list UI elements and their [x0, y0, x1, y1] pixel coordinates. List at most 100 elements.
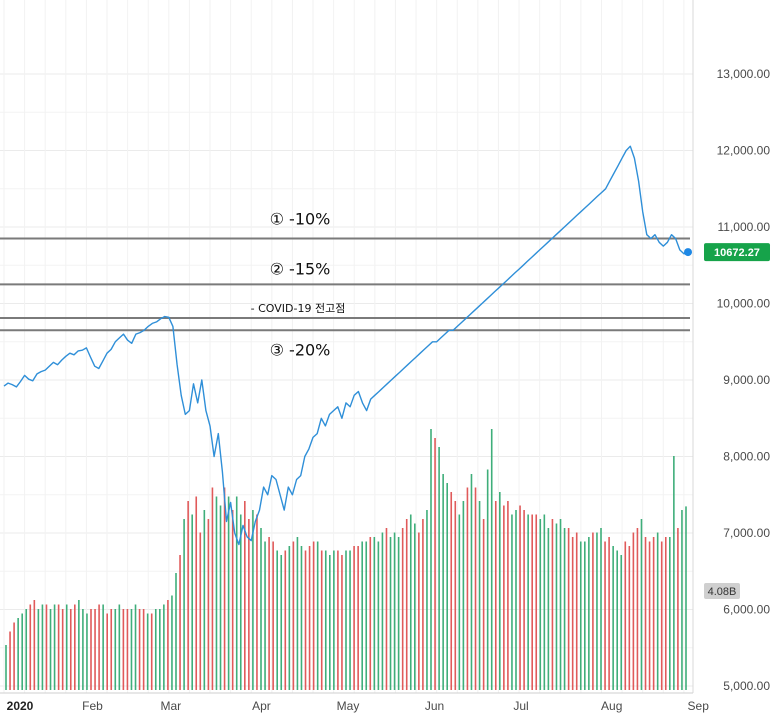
volume-bar	[579, 541, 582, 690]
volume-bar	[515, 510, 517, 690]
volume-bar	[624, 541, 627, 690]
volume-bar	[612, 546, 614, 690]
volume-bar	[345, 550, 347, 690]
volume-bar	[600, 528, 602, 690]
volume-bar	[446, 483, 448, 690]
volume-bar	[462, 501, 465, 690]
volume-bar	[86, 613, 88, 690]
volume-bar	[442, 474, 444, 690]
volume-bar	[69, 609, 72, 690]
volume-bar	[341, 555, 343, 690]
last-price-badge-label: 10672.27	[714, 247, 760, 259]
volume-bar	[608, 537, 610, 690]
volume-bar	[288, 546, 291, 690]
volume-bar	[142, 609, 145, 690]
volume-bar	[588, 537, 590, 690]
volume-bar	[312, 541, 315, 690]
volume-bar	[401, 528, 404, 690]
volume-bar	[122, 609, 125, 690]
volume-bar	[531, 514, 533, 690]
volume-bar	[357, 546, 359, 690]
volume-bar	[223, 487, 226, 690]
volume-bar	[592, 532, 594, 690]
volume-badge	[704, 583, 740, 599]
volume-bar	[41, 604, 44, 690]
volume-bar	[539, 519, 542, 690]
volume-bar	[65, 604, 68, 690]
volume-bar	[426, 510, 428, 690]
annotation-label: ① -10%	[270, 209, 331, 228]
volume-bar	[620, 555, 623, 690]
volume-bar	[33, 600, 36, 690]
volume-bar	[361, 541, 363, 690]
y-tick-label: 6,000.00	[723, 603, 770, 617]
volume-bar	[114, 609, 117, 690]
volume-bar	[235, 496, 238, 690]
volume-bar	[507, 501, 509, 690]
volume-bar	[199, 532, 202, 690]
volume-bar	[159, 609, 161, 690]
volume-bar	[207, 519, 210, 690]
volume-bar	[9, 631, 11, 690]
volume-bar	[183, 519, 185, 690]
x-tick-label: Feb	[82, 699, 103, 713]
volume-bar	[503, 505, 505, 690]
x-tick-label: 2020	[7, 699, 34, 713]
volume-bar	[450, 492, 453, 690]
volume-bar	[381, 532, 384, 690]
volume-bar	[418, 532, 420, 690]
annotation-lines: ① -10% ② -15% - COVID-19 전고점 ③ -20%	[0, 209, 690, 359]
last-price-dot	[684, 248, 692, 257]
volume-bar	[389, 537, 392, 690]
volume-bar	[49, 609, 52, 690]
volume-bar	[215, 496, 218, 690]
x-tick-label: May	[337, 699, 360, 713]
volume-bar	[660, 541, 663, 690]
volume-bar	[337, 550, 339, 690]
volume-bar	[555, 523, 558, 690]
volume-bar	[284, 550, 287, 690]
volume-bar	[393, 532, 396, 690]
price-axis: 5,000.00 6,000.00 7,000.00 8,000.00 9,000.00…	[717, 67, 771, 693]
volume-badge-label: 4.08B	[708, 586, 737, 598]
volume-bar	[320, 550, 323, 690]
volume-bar	[535, 514, 538, 690]
volume-bar	[187, 501, 189, 690]
volume-bar	[681, 510, 683, 690]
volume-bar	[304, 550, 307, 690]
volume-bar	[519, 505, 521, 690]
volume-bar	[458, 514, 461, 690]
volume-bar	[523, 510, 525, 690]
volume-bar	[252, 510, 254, 690]
volume-bar	[636, 528, 639, 690]
volume-bar	[324, 550, 327, 690]
volume-bar	[244, 501, 246, 690]
volume-bar	[677, 528, 679, 690]
volume-bar	[616, 550, 618, 690]
volume-bar	[211, 487, 214, 690]
volume-bar	[575, 532, 578, 690]
y-tick-label: 12,000.00	[717, 144, 771, 158]
volume-bar	[329, 555, 331, 690]
price-series	[3, 145, 692, 546]
volume-bar	[78, 600, 80, 690]
x-tick-label: Mar	[160, 699, 181, 713]
x-tick-label: Jul	[513, 699, 528, 713]
volume-bar	[256, 514, 258, 690]
volume-bar	[280, 555, 283, 690]
volume-bar	[430, 429, 432, 690]
volume-bar	[150, 613, 153, 690]
volume-bar	[373, 537, 376, 690]
volume-bar	[511, 514, 513, 690]
volume-bar	[264, 541, 266, 690]
volume-bar	[673, 456, 675, 690]
y-tick-label: 11,000.00	[718, 220, 771, 234]
volume-bar	[596, 532, 598, 690]
x-tick-label: Jun	[425, 699, 444, 713]
volume-bar	[333, 550, 335, 690]
volume-bar	[584, 541, 586, 690]
volume-bar	[154, 609, 157, 690]
volume-bar	[405, 519, 408, 690]
volume-bar	[652, 537, 655, 690]
